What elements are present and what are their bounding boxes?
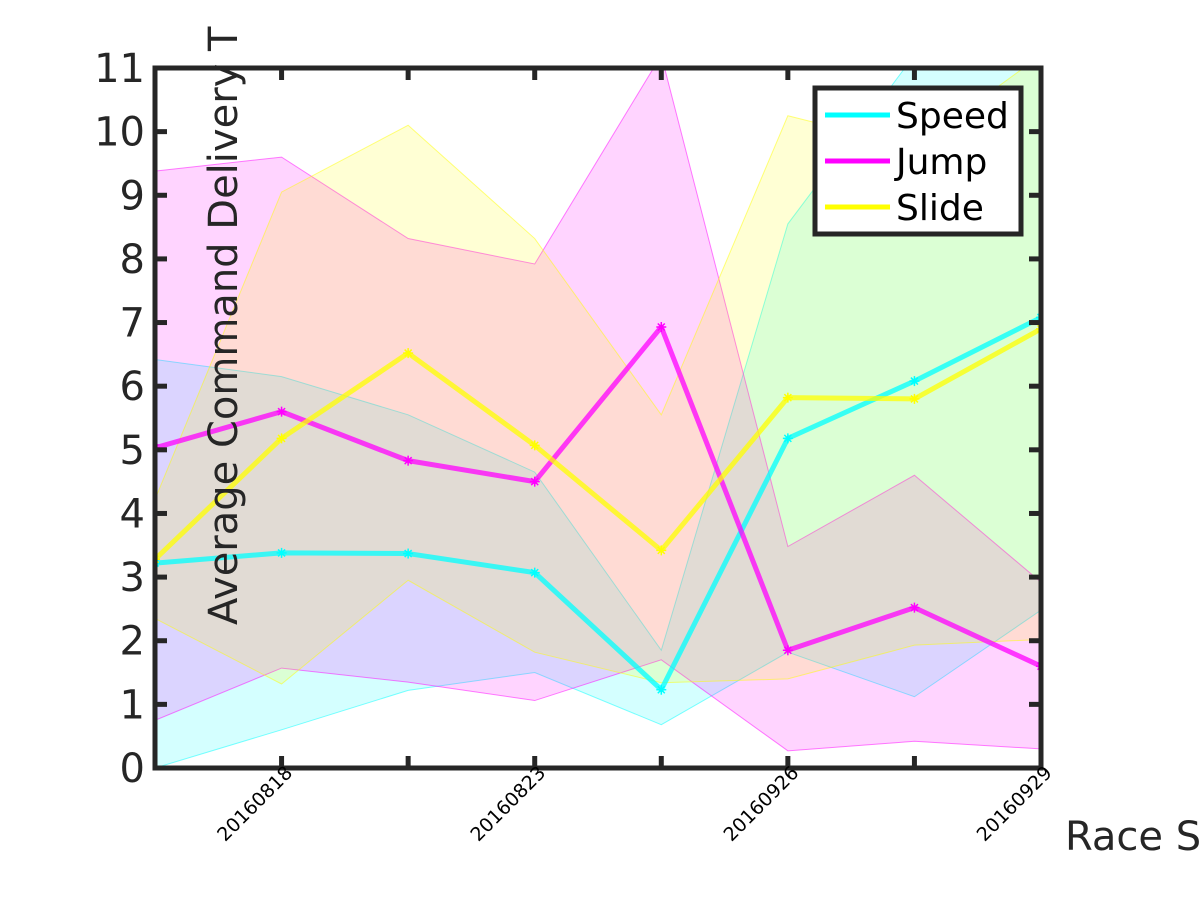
jump-point bbox=[529, 476, 540, 487]
y-tick-label: 8 bbox=[120, 237, 145, 283]
slide-point bbox=[782, 392, 793, 403]
slide-point bbox=[403, 348, 414, 359]
speed-point bbox=[782, 433, 793, 444]
speed-band bbox=[155, 68, 1041, 768]
y-tick-label: 10 bbox=[94, 110, 145, 156]
speed-point bbox=[276, 547, 287, 558]
x-axis-label: Race S bbox=[1065, 814, 1200, 860]
x-tick-label: 20160823 bbox=[466, 762, 550, 846]
plot-axes bbox=[152, 65, 1044, 771]
speed-line bbox=[155, 315, 1041, 693]
slide-point bbox=[656, 545, 667, 556]
x-tick-label: 20160926 bbox=[719, 762, 803, 846]
y-axis-label: Average Command Delivery T bbox=[201, 26, 247, 625]
slide-point bbox=[909, 393, 920, 404]
jump-band bbox=[155, 68, 1041, 752]
legend: Speed Jump Slide bbox=[812, 85, 1024, 237]
jump-line bbox=[155, 324, 1041, 669]
y-tick-label: 6 bbox=[120, 364, 145, 410]
slide-legend-label: Slide bbox=[896, 188, 984, 229]
slide-line bbox=[155, 326, 1041, 562]
y-tick-label: 1 bbox=[120, 682, 145, 728]
jump-legend-label: Jump bbox=[894, 142, 987, 183]
y-tick-label: 11 bbox=[94, 46, 145, 92]
y-tick-label: 3 bbox=[120, 555, 145, 601]
jump-point bbox=[403, 455, 414, 466]
slide-point bbox=[276, 433, 287, 444]
y-tick-label: 0 bbox=[120, 746, 145, 792]
x-tick-labels: 20160818 20160823 20160926 20160929 bbox=[213, 762, 1056, 846]
jump-point bbox=[656, 322, 667, 332]
x-tick-label: 20160929 bbox=[973, 762, 1057, 846]
jump-point bbox=[782, 645, 793, 656]
slide-point bbox=[529, 440, 540, 451]
speed-point bbox=[656, 684, 667, 695]
plot-frame bbox=[152, 65, 1044, 771]
speed-point bbox=[909, 376, 920, 387]
y-tick-label: 4 bbox=[120, 491, 145, 537]
speed-point bbox=[529, 567, 540, 578]
jump-point bbox=[909, 602, 920, 613]
y-tick-labels: 0 1 2 3 4 5 6 7 8 9 10 11 bbox=[94, 46, 145, 792]
legend-box bbox=[812, 85, 1024, 237]
y-tick-label: 5 bbox=[120, 428, 145, 474]
series-lines bbox=[155, 312, 1041, 695]
x-tick-label: 20160818 bbox=[213, 762, 297, 846]
y-tick-label: 2 bbox=[120, 619, 145, 665]
y-tick-label: 7 bbox=[120, 301, 145, 347]
jump-point bbox=[276, 406, 287, 417]
speed-legend-label: Speed bbox=[896, 96, 1009, 137]
speed-point bbox=[403, 548, 414, 559]
y-tick-label: 9 bbox=[120, 173, 145, 219]
